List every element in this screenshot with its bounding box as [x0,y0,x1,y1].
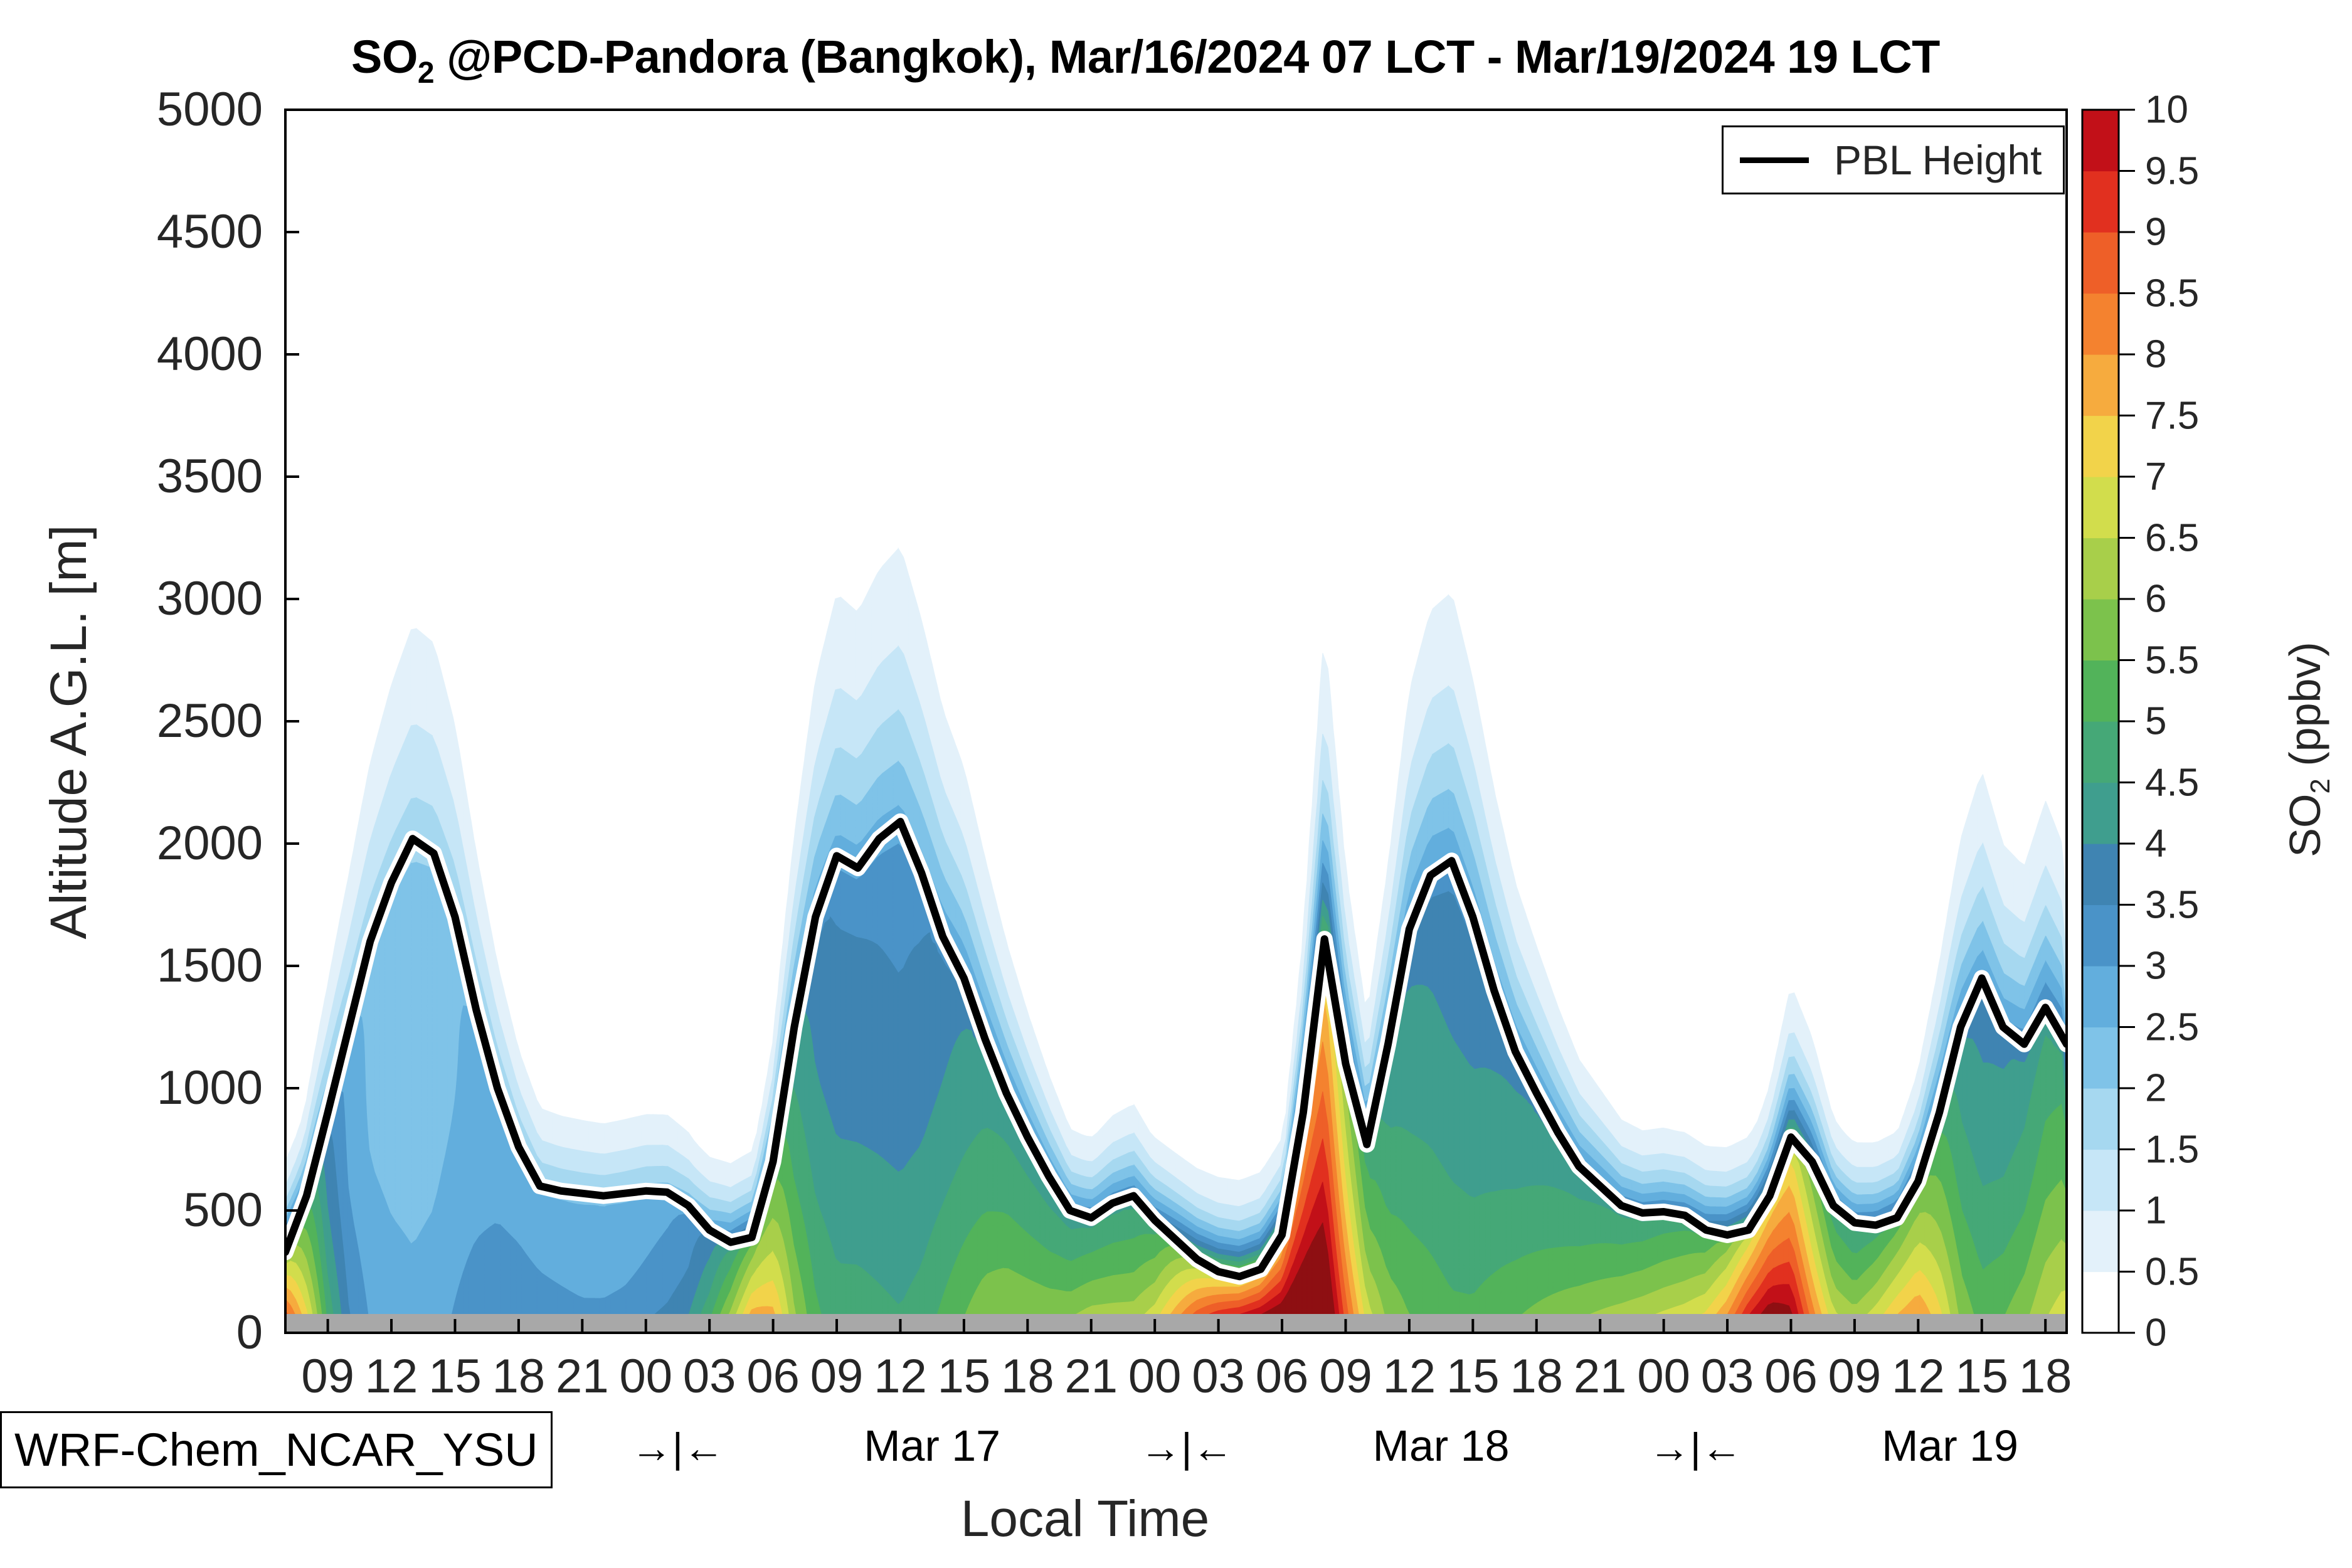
pbl-height-legend-label: PBL Height [1834,136,2042,184]
model-tag-box: WRF-Chem_NCAR_YSU [0,1411,553,1488]
legend: PBL Height [1722,125,2065,194]
pbl-height-legend-line [1740,157,1809,163]
